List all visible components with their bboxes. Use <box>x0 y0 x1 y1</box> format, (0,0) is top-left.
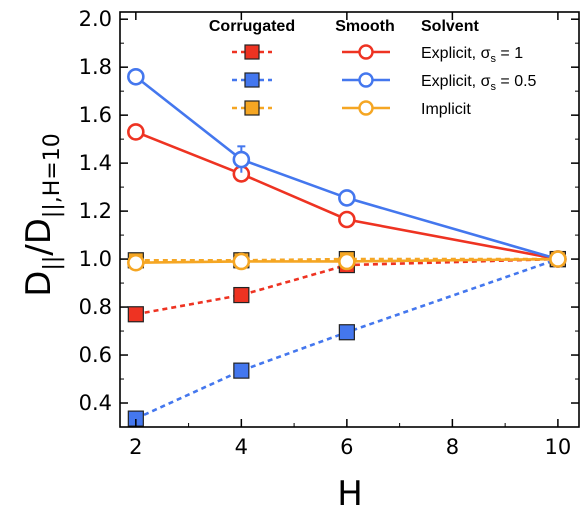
series-orange-smooth <box>128 252 565 271</box>
x-axis-title: H <box>337 474 363 513</box>
legend-header-corrugated: Corrugated <box>209 18 295 35</box>
x-tick-label: 2 <box>129 435 142 459</box>
series-blue-smooth <box>128 69 565 266</box>
legend-row-2-suffix: = 0.5 <box>496 73 537 90</box>
data-point <box>234 254 249 269</box>
series-blue-corrugated <box>128 252 565 427</box>
series-layer <box>128 69 565 426</box>
legend-row-explicit-05: Explicit, σs = 0.5 <box>421 73 537 93</box>
legend-row-1-suffix: = 1 <box>496 45 523 62</box>
data-point <box>128 255 143 270</box>
y-tick-label: 0.8 <box>79 295 112 319</box>
data-point <box>128 124 143 139</box>
data-point <box>234 152 249 167</box>
legend-row-2-label: Explicit, σ <box>421 73 491 90</box>
legend-sample-smooth-marker <box>360 46 373 59</box>
x-tick-label: 10 <box>545 435 572 459</box>
y-tick-label: 1.0 <box>79 247 112 271</box>
data-point <box>234 288 249 303</box>
legend-sample-smooth-marker <box>360 102 373 115</box>
y-tick-label: 1.4 <box>79 151 112 175</box>
legend-sample-corrugated-marker <box>245 101 259 115</box>
y-axis-title-sub2: ||,H=10 <box>40 133 65 218</box>
data-point <box>339 325 354 340</box>
x-tick-label: 4 <box>235 435 248 459</box>
y-axis-title-mid: /D <box>19 218 59 256</box>
y-tick-label: 2.0 <box>79 7 112 31</box>
x-tick-label: 8 <box>446 435 459 459</box>
data-point <box>339 254 354 269</box>
legend-sample-smooth-marker <box>360 74 373 87</box>
y-axis-title-main: D <box>19 271 59 297</box>
data-point <box>128 307 143 322</box>
data-point <box>339 190 354 205</box>
legend-row-implicit: Implicit <box>421 101 471 118</box>
y-axis-title-sub1: || <box>40 256 65 271</box>
y-tick-label: 1.6 <box>79 103 112 127</box>
data-point <box>128 69 143 84</box>
y-tick-label: 1.2 <box>79 199 112 223</box>
legend-header-solvent: Solvent <box>421 18 479 35</box>
data-point <box>339 212 354 227</box>
legend: Corrugated Smooth Solvent Explicit, σs =… <box>209 18 537 118</box>
y-axis-title: D||/D||,H=10 <box>19 133 65 296</box>
y-tick-label: 1.8 <box>79 55 112 79</box>
y-tick-label: 0.6 <box>79 343 112 367</box>
legend-sample-corrugated-marker <box>245 45 259 59</box>
series-line <box>136 77 558 259</box>
data-point <box>550 252 565 267</box>
legend-row-explicit-1: Explicit, σs = 1 <box>421 45 523 65</box>
x-tick-label: 6 <box>340 435 353 459</box>
data-point <box>234 363 249 378</box>
legend-sample-corrugated-marker <box>245 73 259 87</box>
y-tick-label: 0.4 <box>79 391 112 415</box>
legend-row-1-label: Explicit, σ <box>421 45 491 62</box>
legend-header-smooth: Smooth <box>335 18 395 35</box>
